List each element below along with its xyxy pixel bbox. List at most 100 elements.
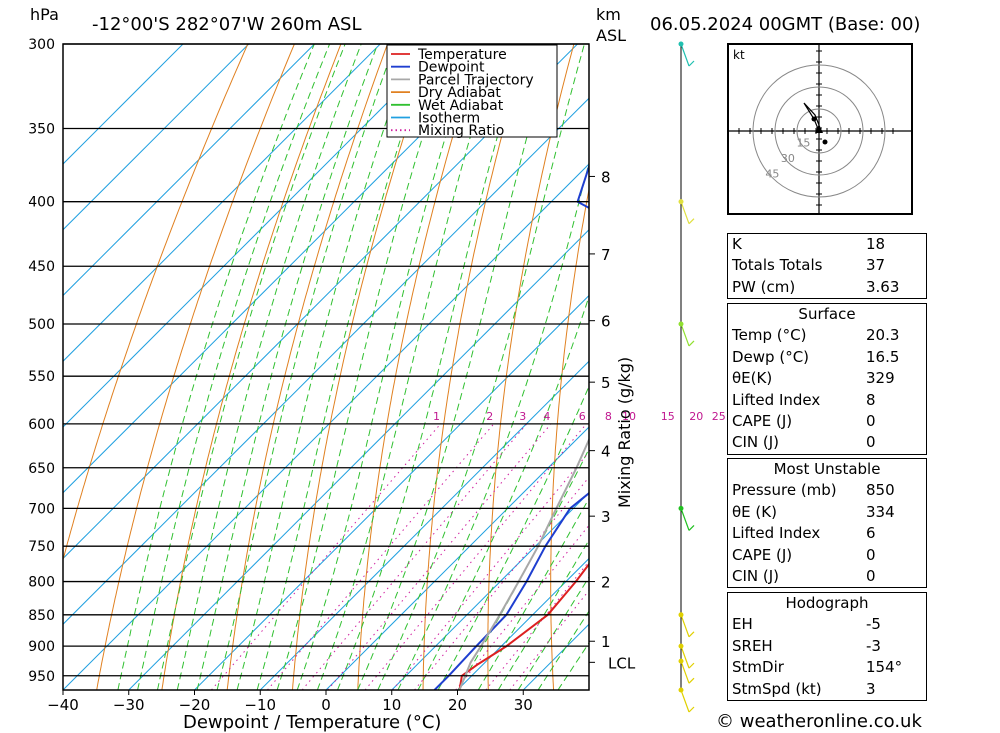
mixing-ratio-label: 4: [543, 410, 550, 423]
pressure-tick-label: 750: [28, 539, 55, 555]
hodograph-value: 3: [866, 679, 876, 698]
dry-adiabat-line: [161, 44, 342, 690]
surface-label: Temp (°C): [732, 326, 807, 345]
legend-label: Parcel Trajectory: [418, 72, 534, 88]
pressure-tick-label: 950: [28, 669, 55, 685]
isotherm-line: [194, 294, 589, 690]
wet-adiabat-line: [497, 539, 589, 690]
hodograph-ring-label: 30: [781, 152, 795, 165]
temp-tick-label: −40: [47, 696, 79, 714]
wind-barb-staff: [680, 660, 690, 684]
isotherm-line: [63, 44, 447, 428]
pressure-tick-label: 850: [28, 608, 55, 624]
hodograph-row: StmSpd (kt) 3: [728, 679, 926, 700]
surface-value: 8: [866, 390, 876, 409]
mixing-ratio-line: [327, 423, 552, 690]
legend-label: Temperature: [417, 47, 507, 63]
dry-adiabat-line: [63, 44, 249, 562]
mixing-ratio-label: 8: [605, 410, 612, 423]
hodograph-ring: [796, 108, 842, 154]
surface-row: Lifted Index 8: [728, 390, 926, 411]
asl-unit-label: ASL: [596, 26, 626, 45]
mixing-ratio-label: 6: [579, 410, 586, 423]
legend-label: Isotherm: [418, 111, 480, 127]
isotherm-line: [63, 97, 589, 625]
pressure-tick-label: 650: [28, 461, 55, 477]
km-tick-label: 7: [601, 246, 611, 264]
most-unstable-row: θE (K) 334: [728, 502, 926, 523]
wet-adiabat-line: [537, 610, 589, 690]
hodograph-ring-label: 15: [796, 137, 810, 150]
legend-label: Dry Adiabat: [418, 85, 501, 101]
wind-barbs: [678, 41, 695, 713]
dry-adiabat-line: [96, 44, 295, 690]
k-value: 18: [866, 235, 886, 253]
most-unstable-row: CIN (J) 0: [728, 566, 926, 587]
hodograph-row: SREH -3: [728, 636, 926, 657]
surface-label: Dewp (°C): [732, 347, 810, 366]
mixing-ratio-label: 1: [433, 410, 440, 423]
hodograph-point: [811, 116, 817, 122]
hodograph-label: StmSpd (kt): [732, 679, 822, 698]
mixing-ratio-label: 20: [689, 410, 703, 423]
pw-label: PW (cm): [732, 277, 796, 296]
wind-barb-staff: [680, 689, 690, 713]
wind-barb-staff: [680, 508, 690, 531]
wet-adiabat-line: [316, 44, 499, 690]
most-unstable-value: 0: [866, 545, 876, 564]
k-label: K: [732, 235, 742, 253]
wet-adiabat-line: [296, 44, 475, 690]
pw-value: 3.63: [866, 277, 900, 296]
most-unstable-value: 850: [866, 481, 895, 500]
wet-adiabat-line: [216, 44, 396, 690]
hodograph-ring: [752, 64, 886, 198]
wet-adiabat-line: [337, 44, 525, 690]
hodograph-point: [822, 139, 828, 145]
isotherm-line: [63, 44, 513, 494]
isotherm-line: [63, 44, 315, 297]
temp-tick-label: 20: [448, 696, 467, 714]
tt-value: 37: [866, 256, 886, 275]
wind-barb-flag: [688, 662, 695, 669]
most-unstable-title: Most Unstable: [773, 460, 881, 478]
wet-adiabat-line: [357, 44, 554, 690]
wet-adiabat-line: [397, 160, 589, 690]
surface-label: CAPE (J): [732, 411, 793, 430]
km-tick-label: 8: [601, 168, 611, 186]
temp-tick-label: −10: [244, 696, 276, 714]
pressure-tick-label: 900: [28, 639, 55, 655]
wet-adiabat-line: [236, 44, 414, 690]
isotherm-line: [63, 44, 184, 165]
hodograph-ring-label: 45: [765, 168, 779, 181]
wind-barb-staff: [680, 201, 690, 224]
hodograph-value: 154°: [866, 658, 903, 677]
wet-adiabat-line: [477, 497, 589, 690]
x-axis-title: Dewpoint / Temperature (°C): [183, 712, 441, 733]
mixing-ratio-line: [364, 423, 587, 690]
dry-adiabat-line: [941, 44, 1000, 690]
isotherm-line: [325, 426, 589, 690]
legend-label: Wet Adiabat: [418, 98, 504, 114]
dry-adiabat-line: [226, 44, 388, 690]
wet-adiabat-line: [156, 44, 346, 690]
wet-adiabat-line: [437, 385, 589, 690]
hodograph: kt 15 30 45: [727, 43, 913, 215]
isotherm-line: [259, 360, 589, 690]
temp-tick-label: 0: [321, 696, 331, 714]
wind-barb-staff: [680, 614, 690, 638]
hodograph-table-title: Hodograph: [785, 594, 869, 612]
wet-adiabat-line: [196, 44, 379, 690]
tt-label: Totals Totals: [732, 256, 823, 275]
wind-barb-flag: [688, 706, 695, 713]
datetime-title: 06.05.2024 00GMT (Base: 00): [650, 14, 920, 35]
pressure-tick-label: 400: [28, 195, 55, 211]
isotherm-line: [391, 492, 589, 690]
plot-frame: [62, 43, 590, 691]
surface-title: Surface: [798, 305, 856, 323]
legend-label: Dewpoint: [418, 60, 485, 76]
wet-adiabat-line: [117, 44, 315, 690]
wind-barb-staff: [680, 645, 690, 669]
lcl-label: LCL: [608, 654, 636, 672]
wind-barb-flag: [688, 60, 695, 67]
wind-barb-flag: [688, 631, 695, 638]
